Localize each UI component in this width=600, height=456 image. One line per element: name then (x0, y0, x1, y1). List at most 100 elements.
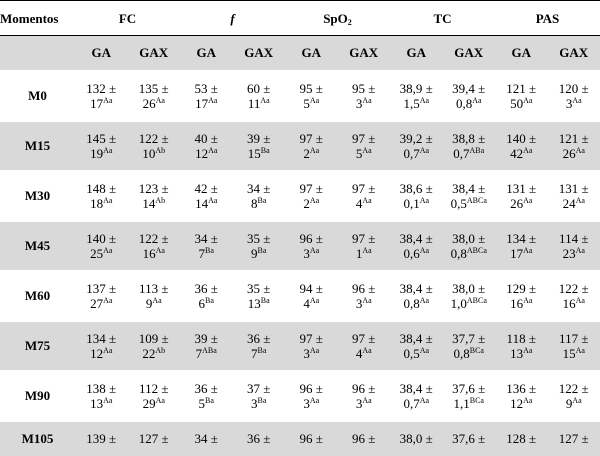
cell-mean: 37,6 ± (452, 381, 485, 396)
cell-mean: 38,0 ± (452, 231, 485, 246)
cell: 38,0 ±0,8ABCa (443, 221, 496, 271)
cell-letters: Aa (103, 246, 112, 255)
cell-mean: 117 ± (559, 331, 588, 346)
cell-letters: Aa (310, 146, 319, 155)
cell-letters: Aa (523, 246, 532, 255)
cell: 134 ±12Aa (75, 321, 128, 371)
cell: 129 ±16Aa (495, 271, 548, 321)
cell-letters: Aa (103, 196, 112, 205)
subheader: GA (75, 36, 128, 71)
cell-letters: Ab (155, 346, 165, 355)
cell-mean: 38,4 ± (400, 381, 433, 396)
cell-mean: 122 ± (559, 381, 589, 396)
cell: 38,6 ±0,1Aa (390, 171, 443, 221)
row-label: M105 (0, 421, 75, 456)
cell-mean: 36 ± (195, 381, 218, 396)
cell: 36 ±5Ba (180, 371, 233, 421)
cell-sd: 13 (90, 396, 103, 411)
cell-mean: 38,0 ± (452, 281, 485, 296)
cell-mean: 38,4 ± (452, 181, 485, 196)
cell: 135 ±26Aa (128, 71, 181, 121)
cell-letters: Aa (156, 396, 165, 405)
row-label: M15 (0, 121, 75, 171)
cell: 36 ±6Ba (180, 271, 233, 321)
cell: 96 ± (285, 421, 338, 456)
cell-letters: Aa (420, 146, 429, 155)
cell: 38,0 ±1,0ABCa (443, 271, 496, 321)
cell: 113 ±9Aa (128, 271, 181, 321)
cell-sd: 25 (90, 246, 103, 261)
cell: 35 ±9Ba (233, 221, 286, 271)
group-header: SpO2 (285, 1, 390, 36)
cell: 96 ±3Aa (285, 371, 338, 421)
row-label: M0 (0, 71, 75, 121)
cell-mean: 97 ± (352, 331, 375, 346)
cell: 134 ±17Aa (495, 221, 548, 271)
cell-mean: 138 ± (86, 381, 116, 396)
cell-sd: 14 (142, 196, 155, 211)
cell: 138 ±13Aa (75, 371, 128, 421)
cell-mean: 121 ± (506, 81, 536, 96)
cell-mean: 128 ± (506, 431, 536, 446)
cell-mean: 140 ± (86, 231, 116, 246)
cell-letters: Ba (261, 146, 270, 155)
cell-mean: 42 ± (195, 181, 218, 196)
cell-letters: Aa (260, 96, 269, 105)
cell-mean: 38,4 ± (400, 231, 433, 246)
cell-letters: Aa (362, 196, 371, 205)
row-label: M60 (0, 271, 75, 321)
cell-sd: 1,0 (451, 296, 467, 311)
cell-mean: 97 ± (300, 181, 323, 196)
cell-sd: 0,6 (403, 246, 419, 261)
cell: 38,4 ±0,5ABCa (443, 171, 496, 221)
cell-letters: Aa (310, 346, 319, 355)
cell: 122 ±9Aa (548, 371, 600, 421)
subheader: GA (285, 36, 338, 71)
cell-letters: Aa (572, 396, 581, 405)
cell: 128 ± (495, 421, 548, 456)
cell-sd: 42 (510, 146, 523, 161)
cell: 120 ±3Aa (548, 71, 600, 121)
cell-letters: Aa (472, 96, 481, 105)
cell-mean: 96 ± (352, 431, 375, 446)
subheader: GAX (548, 36, 600, 71)
cell-mean: 136 ± (506, 381, 536, 396)
group-text: TC (433, 11, 451, 26)
cell-mean: 38,0 ± (400, 431, 433, 446)
cell-letters: ABCa (467, 196, 487, 205)
cell: 118 ±13Aa (495, 321, 548, 371)
cell-mean: 53 ± (195, 81, 218, 96)
cell: 97 ±4Aa (338, 321, 391, 371)
cell-sd: 26 (143, 96, 156, 111)
row-label: M90 (0, 371, 75, 421)
cell-sd: 16 (143, 246, 156, 261)
cell-letters: Aa (420, 396, 429, 405)
cell-sd: 11 (248, 96, 261, 111)
cell: 96 ±3Aa (338, 271, 391, 321)
cell-mean: 127 ± (559, 431, 589, 446)
cell-sd: 0,5 (451, 196, 467, 211)
cell: 36 ±7Ba (233, 321, 286, 371)
cell: 97 ±4Aa (338, 171, 391, 221)
cell: 38,8 ±0,7ABa (443, 121, 496, 171)
cell-letters: Aa (362, 346, 371, 355)
cell-letters: Ba (205, 296, 214, 305)
cell: 131 ±26Aa (495, 171, 548, 221)
cell: 39,4 ±0,8Aa (443, 71, 496, 121)
cell-sd: 0,7 (403, 396, 419, 411)
subheader: GA (390, 36, 443, 71)
empty-header (0, 36, 75, 71)
cell-mean: 94 ± (300, 281, 323, 296)
cell-mean: 127 ± (139, 431, 169, 446)
cell-mean: 96 ± (300, 381, 323, 396)
cell-letters: Aa (362, 96, 371, 105)
cell: 37,6 ±1,1BCa (443, 371, 496, 421)
cell: 96 ± (338, 421, 391, 456)
cell-mean: 38,4 ± (400, 281, 433, 296)
